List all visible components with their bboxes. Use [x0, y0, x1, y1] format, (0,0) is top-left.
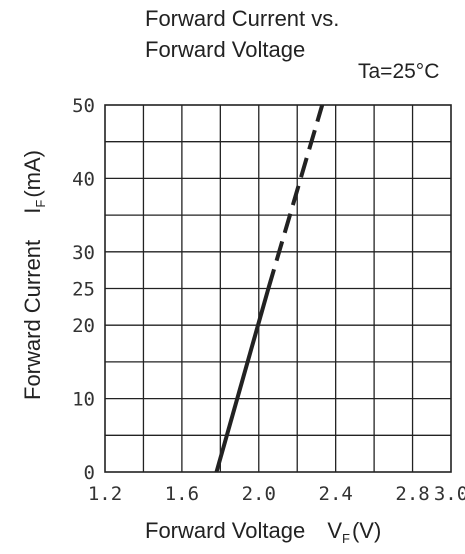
x-axis-subscript: F [342, 531, 350, 546]
y-tick-label: 20 [72, 315, 95, 337]
y-axis-unit: (mA) [20, 150, 45, 198]
y-axis-symbol: I [20, 208, 45, 214]
x-tick-label: 2.0 [242, 483, 276, 505]
x-tick-label: 3.0 [434, 483, 465, 505]
y-tick-label: 40 [72, 168, 95, 190]
y-tick-label: 10 [72, 389, 95, 411]
x-axis-unit: (V) [352, 518, 381, 543]
y-tick-label: 25 [72, 279, 95, 301]
plot-frame [104, 104, 452, 473]
y-axis-label: Forward Current IF (mA) [20, 150, 48, 400]
chart-title-line2: Forward Voltage [145, 37, 305, 62]
y-axis-subscript: F [33, 200, 48, 208]
x-axis-label: Forward Voltage VF(V) [145, 518, 381, 546]
series-line-solid [214, 287, 271, 473]
x-tick-label: 2.8 [395, 483, 429, 505]
y-tick-label: 0 [84, 462, 95, 484]
x-axis-label-text: Forward Voltage [145, 518, 305, 543]
x-tick-label: 2.4 [319, 483, 353, 505]
x-tick-labels: 1.2 1.6 2.0 2.4 2.8 3.0 [88, 483, 465, 505]
x-tick-label: 1.6 [165, 483, 199, 505]
x-tick-label: 1.2 [88, 483, 122, 505]
series-group [214, 104, 325, 473]
series-line-dashed [266, 104, 325, 290]
y-tick-labels: 0 10 20 25 30 40 50 [72, 95, 95, 484]
chart-title-line1: Forward Current vs. [145, 6, 339, 31]
y-axis-label-text: Forward Current [20, 240, 45, 400]
grid [105, 105, 451, 472]
y-tick-label: 50 [72, 95, 95, 117]
x-axis-symbol: V [327, 518, 342, 543]
temperature-condition: Ta=25°C [358, 60, 439, 83]
y-tick-label: 30 [72, 242, 95, 264]
